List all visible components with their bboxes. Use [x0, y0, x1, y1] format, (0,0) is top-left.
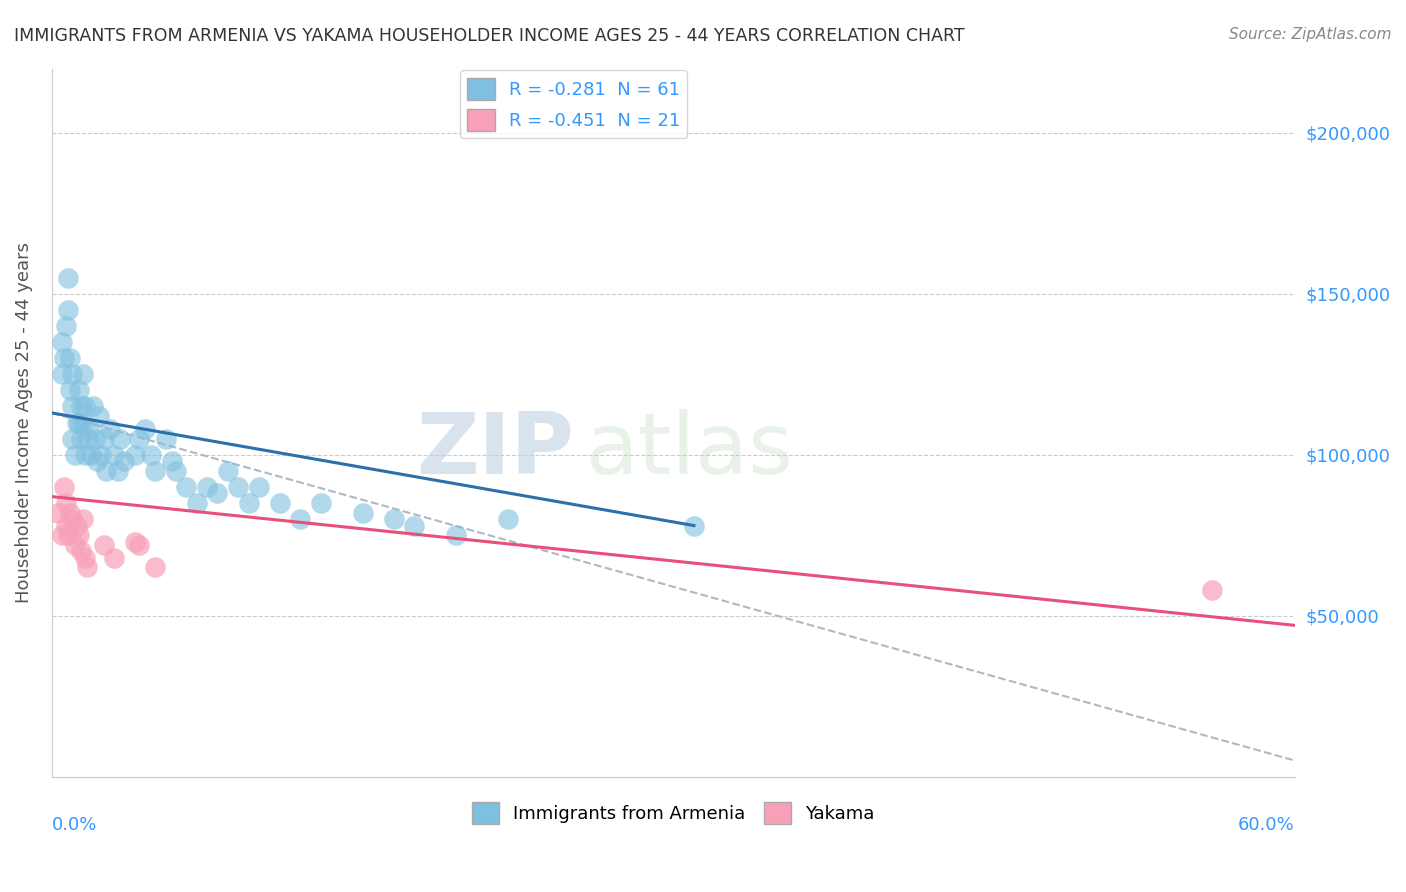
Point	[103, 448, 125, 462]
Point	[128, 432, 150, 446]
Point	[55, 318, 77, 333]
Text: atlas: atlas	[586, 409, 794, 492]
Point	[77, 422, 100, 436]
Y-axis label: Householder Income Ages 25 - 44 years: Householder Income Ages 25 - 44 years	[15, 242, 32, 603]
Point	[226, 480, 249, 494]
Point	[51, 528, 73, 542]
Point	[73, 448, 96, 462]
Point	[65, 416, 87, 430]
Point	[124, 534, 146, 549]
Point	[63, 538, 86, 552]
Point	[55, 518, 77, 533]
Point	[90, 448, 112, 462]
Point	[165, 464, 187, 478]
Point	[134, 422, 156, 436]
Point	[59, 384, 82, 398]
Point	[72, 512, 94, 526]
Point	[73, 550, 96, 565]
Point	[59, 506, 82, 520]
Point	[59, 351, 82, 366]
Point	[107, 464, 129, 478]
Point	[80, 448, 103, 462]
Point	[496, 512, 519, 526]
Point	[62, 400, 84, 414]
Point	[72, 416, 94, 430]
Point	[124, 448, 146, 462]
Point	[62, 432, 84, 446]
Point	[176, 480, 198, 494]
Point	[55, 496, 77, 510]
Point	[238, 496, 260, 510]
Point	[98, 422, 121, 436]
Point	[155, 432, 177, 446]
Point	[186, 496, 208, 510]
Point	[62, 512, 84, 526]
Point	[195, 480, 218, 494]
Point	[76, 432, 98, 446]
Point	[84, 432, 107, 446]
Point	[53, 480, 76, 494]
Point	[72, 368, 94, 382]
Point	[1201, 582, 1223, 597]
Point	[382, 512, 405, 526]
Point	[69, 544, 91, 558]
Point	[160, 454, 183, 468]
Point	[58, 302, 80, 317]
Text: IMMIGRANTS FROM ARMENIA VS YAKAMA HOUSEHOLDER INCOME AGES 25 - 44 YEARS CORRELAT: IMMIGRANTS FROM ARMENIA VS YAKAMA HOUSEH…	[14, 27, 965, 45]
Point	[86, 454, 108, 468]
Text: Source: ZipAtlas.com: Source: ZipAtlas.com	[1229, 27, 1392, 42]
Point	[82, 400, 104, 414]
Point	[404, 518, 426, 533]
Point	[93, 538, 115, 552]
Point	[51, 335, 73, 350]
Point	[247, 480, 270, 494]
Point	[141, 448, 163, 462]
Point	[94, 464, 117, 478]
Point	[103, 550, 125, 565]
Text: 0.0%: 0.0%	[52, 815, 97, 833]
Point	[65, 518, 87, 533]
Point	[69, 400, 91, 414]
Point	[58, 270, 80, 285]
Point	[207, 486, 229, 500]
Point	[309, 496, 332, 510]
Point	[51, 368, 73, 382]
Point	[58, 528, 80, 542]
Point	[93, 432, 115, 446]
Legend: R = -0.281  N = 61, R = -0.451  N = 21: R = -0.281 N = 61, R = -0.451 N = 21	[460, 70, 688, 138]
Point	[217, 464, 239, 478]
Point	[108, 432, 131, 446]
Point	[67, 416, 90, 430]
Point	[46, 506, 69, 520]
Point	[143, 560, 166, 574]
Point	[444, 528, 467, 542]
Point	[73, 400, 96, 414]
Point	[63, 448, 86, 462]
Point	[112, 454, 135, 468]
Text: ZIP: ZIP	[416, 409, 574, 492]
Point	[290, 512, 312, 526]
Point	[69, 432, 91, 446]
Point	[269, 496, 291, 510]
Point	[89, 409, 111, 424]
Point	[683, 518, 706, 533]
Point	[76, 560, 98, 574]
Point	[352, 506, 374, 520]
Point	[128, 538, 150, 552]
Text: 60.0%: 60.0%	[1239, 815, 1295, 833]
Point	[143, 464, 166, 478]
Point	[67, 384, 90, 398]
Point	[53, 351, 76, 366]
Point	[62, 368, 84, 382]
Point	[67, 528, 90, 542]
